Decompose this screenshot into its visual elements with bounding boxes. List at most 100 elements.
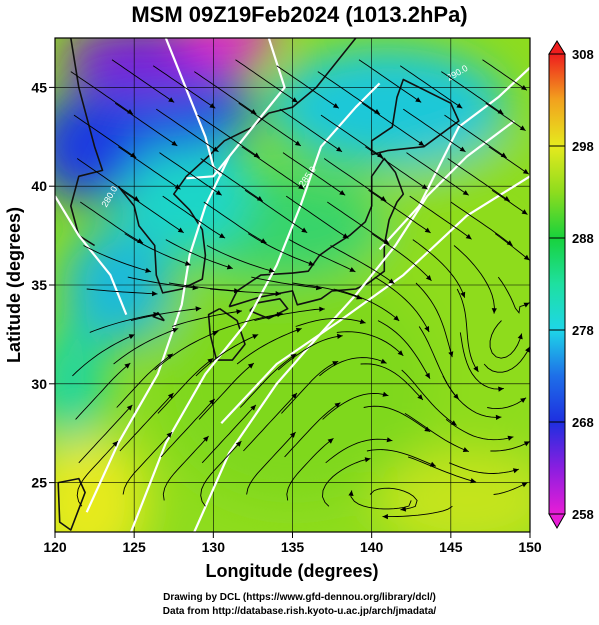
streamline: [289, 239, 356, 273]
streamline: [323, 158, 387, 202]
streamline-arrowhead: [456, 103, 463, 109]
streamline: [453, 245, 495, 314]
streamline-arrowhead: [212, 146, 219, 152]
streamline: [203, 201, 267, 244]
streamline-arrowhead: [215, 190, 222, 196]
streamline-arrowhead: [308, 260, 315, 266]
streamline-arrowhead: [332, 361, 339, 366]
streamline-arrowhead: [226, 264, 233, 270]
x-tick-label: 120: [43, 539, 67, 555]
streamline-arrowhead: [332, 103, 339, 109]
streamline: [72, 334, 135, 377]
x-tick-label: 140: [360, 539, 384, 555]
streamline: [195, 334, 259, 377]
isotherm-line: [164, 38, 223, 177]
streamline: [70, 71, 134, 115]
streamline: [200, 158, 264, 202]
streamline-arrowhead: [448, 351, 454, 358]
streamline-arrowhead: [519, 125, 526, 131]
streamline-arrowhead: [234, 288, 240, 294]
streamline: [119, 392, 174, 452]
isotherm-line: [85, 156, 231, 513]
streamline: [382, 505, 453, 518]
streamline-arrowhead: [112, 441, 118, 447]
streamline-arrowhead: [525, 346, 530, 353]
coastline: [70, 38, 104, 247]
streamline: [350, 490, 412, 510]
streamline-arrowhead: [424, 227, 431, 233]
streamline: [244, 189, 308, 234]
coastline: [370, 78, 460, 156]
streamline-arrowhead: [247, 363, 254, 369]
streamline: [247, 233, 315, 266]
colorbar-tick-label: 308: [572, 47, 594, 62]
streamline-arrowhead: [512, 468, 519, 474]
streamline: [116, 353, 174, 408]
streamline-arrowhead: [500, 152, 507, 158]
x-tick-label: 150: [518, 539, 542, 555]
streamline-arrowhead: [473, 365, 479, 372]
streamline: [493, 482, 528, 495]
streamline: [295, 318, 366, 327]
streamline: [277, 335, 343, 371]
streamline: [124, 233, 191, 266]
streamline: [286, 437, 334, 501]
streamline-arrowhead: [380, 196, 387, 202]
streamline-arrowhead: [291, 393, 297, 399]
streamline: [86, 288, 158, 295]
credit-data: Data from http://database.rish.kyoto-u.a…: [162, 606, 437, 617]
temperature-patch: [376, 452, 530, 532]
streamline-arrowhead: [236, 309, 242, 315]
streamline: [239, 353, 297, 408]
streamline-arrowhead: [250, 404, 256, 411]
streamline: [238, 102, 302, 147]
streamline: [276, 65, 340, 109]
colorbar-gradient: [548, 53, 566, 515]
streamline: [281, 360, 339, 414]
streamline: [159, 152, 222, 196]
streamline: [333, 288, 400, 322]
streamline: [401, 369, 457, 426]
y-axis: 25 30 35 40 45: [31, 79, 55, 491]
streamline: [360, 363, 424, 401]
streamline: [319, 357, 387, 377]
streamline-arrowhead: [290, 353, 297, 360]
isotherm-line: [193, 120, 515, 532]
colorbar-tick-label: 298: [572, 139, 594, 154]
streamline: [122, 431, 173, 495]
colorbar-tick-label: 278: [572, 323, 594, 338]
streamline-arrowhead: [523, 302, 530, 308]
streamline: [197, 114, 260, 159]
streamline: [284, 402, 341, 458]
streamline-arrowhead: [425, 275, 432, 281]
streamline: [336, 331, 404, 357]
streamline: [251, 276, 322, 290]
streamline-arrowhead: [517, 333, 523, 340]
streamline-arrowhead: [498, 386, 504, 392]
streamline-arrowhead: [417, 394, 423, 400]
streamline-arrowhead: [521, 482, 528, 488]
streamline: [162, 195, 226, 239]
streamline-arrowhead: [256, 196, 263, 202]
streamline-arrowhead: [507, 435, 514, 441]
streamline-arrowhead: [275, 291, 281, 297]
streamline: [201, 404, 257, 464]
streamline: [213, 313, 283, 333]
streamline-arrowhead: [250, 109, 257, 115]
colorbar-tick-label: 258: [572, 507, 594, 522]
streamline-arrowhead: [418, 140, 425, 146]
streamline: [363, 405, 431, 433]
isotherm-line: [129, 82, 381, 532]
streamline-arrowhead: [124, 363, 131, 369]
streamline: [409, 195, 472, 240]
streamline: [322, 392, 389, 420]
streamline: [459, 332, 504, 390]
streamline-arrowhead: [495, 414, 502, 420]
streamline-arrowhead: [425, 372, 430, 379]
colorbar-max-arrow: [548, 40, 566, 55]
coastline: [228, 157, 405, 308]
streamline: [118, 146, 181, 190]
streamline: [483, 346, 530, 373]
streamline-arrowhead: [462, 447, 469, 452]
